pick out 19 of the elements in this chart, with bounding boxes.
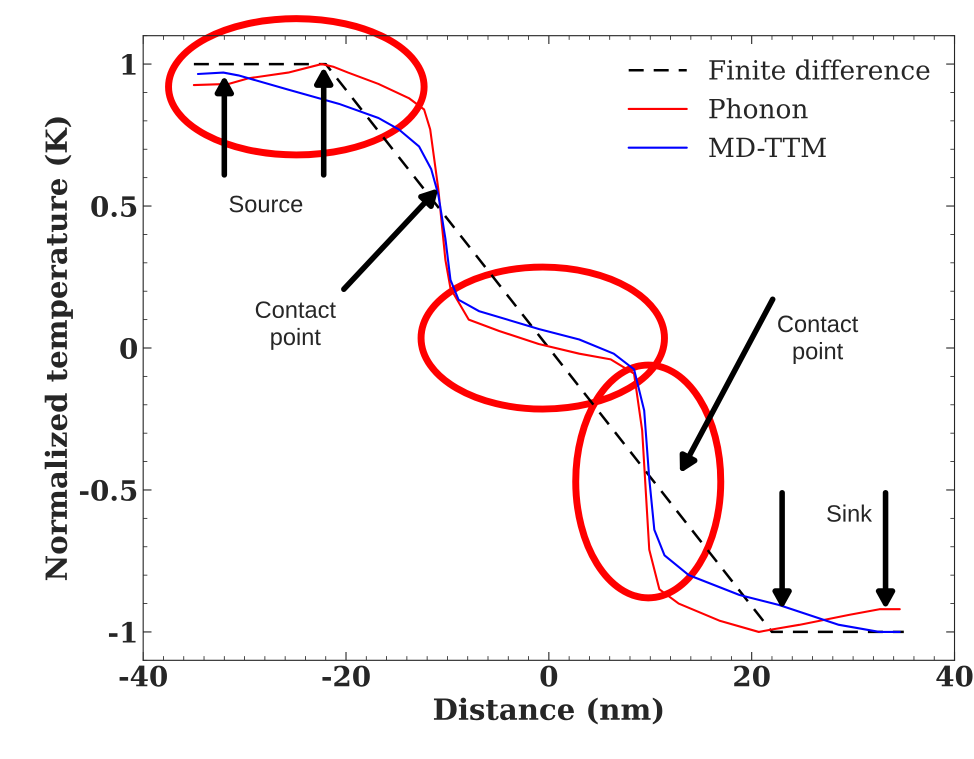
y-tick-label: 1 — [122, 54, 136, 75]
y-tick-label: 0.5 — [91, 196, 136, 217]
annotation: Sink — [827, 504, 872, 522]
y-tick-label: 0 — [120, 338, 138, 359]
annotation: Contact point — [778, 316, 858, 364]
legend-label: MD-TTM — [709, 138, 826, 157]
x-tick-label: -40 — [120, 666, 167, 687]
x-tick-label: 0 — [540, 666, 558, 687]
legend-label: Finite difference — [709, 59, 930, 80]
x-tick-label: -20 — [322, 666, 370, 687]
y-tick-label: -1 — [108, 622, 136, 642]
y-axis-title: Normalized temperature (K) — [44, 117, 73, 580]
annotation: Contact point — [256, 301, 336, 350]
x-tick-label: 40 — [936, 666, 973, 687]
annotation: Source — [230, 196, 302, 212]
y-tick-label: -0.5 — [80, 480, 136, 501]
x-tick-label: 20 — [734, 666, 770, 687]
x-axis-title: Distance (nm) — [434, 698, 662, 724]
legend-label: Phonon — [709, 98, 808, 119]
